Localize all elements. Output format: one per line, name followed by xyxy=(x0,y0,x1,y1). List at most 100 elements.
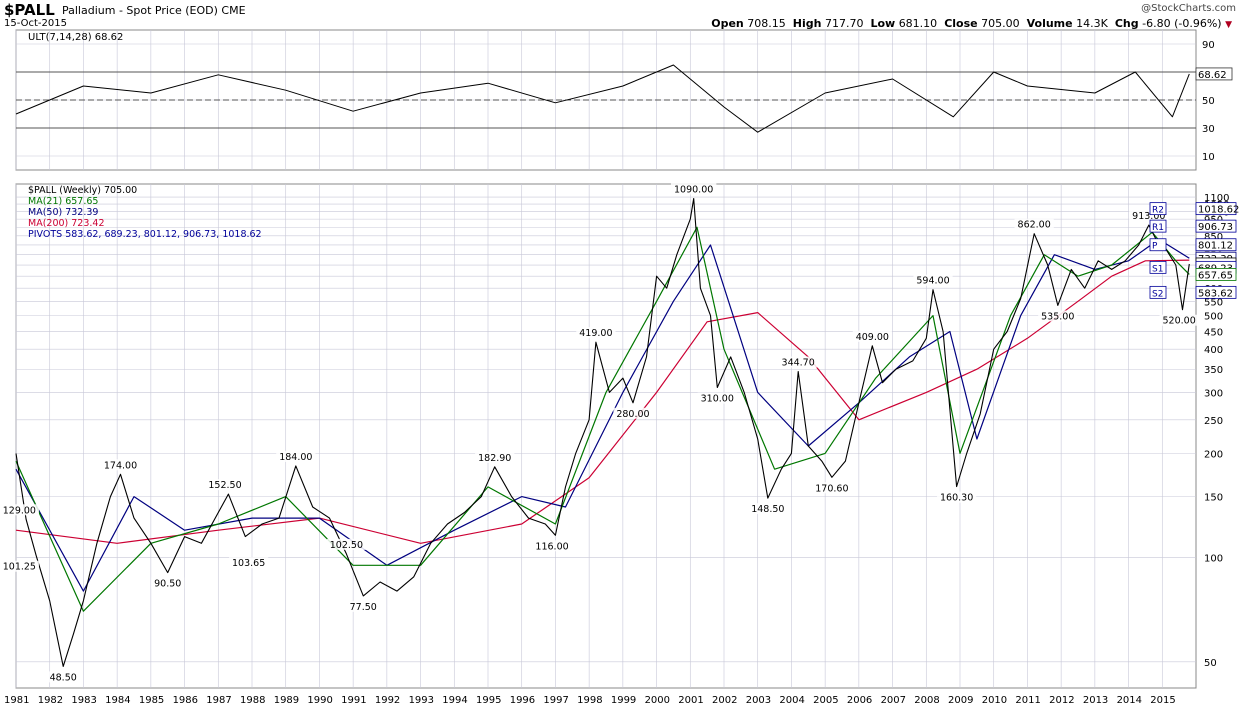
annotation-bg xyxy=(1159,314,1199,326)
pivot-label: S2 xyxy=(1152,289,1163,299)
open-label: Open xyxy=(711,17,744,30)
pivot-box xyxy=(1149,202,1167,216)
x-tick-label: 1985 xyxy=(139,695,164,706)
annotation-label: 1090.00 xyxy=(674,184,713,195)
right-value-box xyxy=(1195,285,1237,299)
chart-subtitle: Palladium - Spot Price (EOD) CME xyxy=(62,4,246,17)
annotation-bg xyxy=(205,479,245,491)
pivot-box xyxy=(1149,238,1167,252)
x-tick-label: 1982 xyxy=(38,695,63,706)
x-tick-label: 2012 xyxy=(1049,695,1074,706)
pivot-box xyxy=(1149,260,1167,274)
close-value: 705.00 xyxy=(981,17,1020,30)
pivot-box xyxy=(1149,285,1167,299)
annotation-bg xyxy=(670,183,717,195)
x-tick-label: 1996 xyxy=(510,695,535,706)
annotation-label: 862.00 xyxy=(1018,220,1051,231)
ult-tick-label: 50 xyxy=(1202,96,1215,107)
open-value: 708.15 xyxy=(747,17,786,30)
ult-value-label: 68.62 xyxy=(1198,70,1227,81)
y-tick-label: 300 xyxy=(1204,388,1223,399)
legend-entry: MA(21) 657.65 xyxy=(28,196,98,207)
annotation-bg xyxy=(46,671,80,683)
annotation-bg xyxy=(0,504,39,516)
annotation-label: 103.65 xyxy=(232,558,265,569)
annotation-label: 310.00 xyxy=(701,393,734,404)
annotation-bg xyxy=(475,451,515,463)
x-tick-label: 1983 xyxy=(71,695,96,706)
annotation-label: 913.00 xyxy=(1132,211,1165,222)
annotation-bg xyxy=(852,330,892,342)
annotation-bg xyxy=(276,450,316,462)
y-tick-label: 250 xyxy=(1204,416,1223,427)
x-tick-label: 2004 xyxy=(779,695,804,706)
annotation-label: 419.00 xyxy=(579,328,612,339)
ult-value-box xyxy=(1195,67,1233,81)
x-tick-label: 1992 xyxy=(375,695,400,706)
x-tick-label: 1999 xyxy=(611,695,636,706)
ult-title: ULT(7,14,28) 68.62 xyxy=(28,32,123,43)
legend-entry: PIVOTS 583.62, 689.23, 801.12, 906.73, 1… xyxy=(28,229,262,240)
annotation-bg xyxy=(778,356,818,368)
y-tick-label: 400 xyxy=(1204,345,1223,356)
ult-tick-label: 30 xyxy=(1202,124,1215,135)
annotation-label: 520.00 xyxy=(1163,316,1196,327)
y-tick-label: 500 xyxy=(1204,312,1223,323)
right-value-label: 583.62 xyxy=(1198,288,1233,299)
annotation-bg xyxy=(151,577,185,589)
ult-line xyxy=(15,64,1190,133)
annotation-label: 535.00 xyxy=(1041,311,1074,322)
right-value-box xyxy=(1195,268,1237,281)
legend-entry: MA(200) 723.42 xyxy=(28,218,105,229)
x-tick-label: 1990 xyxy=(307,695,332,706)
annotation-label: 170.60 xyxy=(815,483,848,494)
y-tick-label: 200 xyxy=(1204,449,1223,460)
ma50-line xyxy=(15,238,1190,592)
pivot-label: S1 xyxy=(1152,264,1163,274)
annotation-label: 48.50 xyxy=(50,672,77,683)
pivot-label: R2 xyxy=(1152,206,1164,216)
x-tick-label: 2014 xyxy=(1117,695,1142,706)
annotation-bg xyxy=(812,482,852,494)
ult-tick-label: 90 xyxy=(1202,40,1215,51)
legend-entry: $PALL (Weekly) 705.00 xyxy=(28,185,137,196)
x-tick-label: 1995 xyxy=(476,695,501,706)
low-value: 681.10 xyxy=(898,17,938,30)
price-line xyxy=(15,197,1190,667)
annotation-bg xyxy=(748,503,788,515)
x-tick-label: 2007 xyxy=(881,695,906,706)
right-value-box xyxy=(1195,238,1237,252)
high-value: 717.70 xyxy=(824,17,864,30)
chg-label: Chg xyxy=(1114,17,1139,30)
legend-entry: MA(50) 732.39 xyxy=(28,207,98,218)
right-value-label: 1018.62 xyxy=(1198,205,1239,216)
annotation-label: 148.50 xyxy=(751,504,784,515)
annotation-label: 116.00 xyxy=(535,541,568,552)
annotation-label: 152.50 xyxy=(208,480,241,491)
y-tick-label: 450 xyxy=(1204,327,1223,338)
y-tick-label: 350 xyxy=(1204,365,1223,376)
ult-tick-label: 10 xyxy=(1202,152,1215,163)
chart-date: 15-Oct-2015 xyxy=(4,18,67,29)
right-value-box xyxy=(1195,202,1237,216)
right-value-label: 657.65 xyxy=(1198,270,1233,281)
x-tick-label: 2000 xyxy=(645,695,670,706)
annotation-bg xyxy=(229,557,269,569)
y-tick-label: 150 xyxy=(1204,493,1223,504)
y-tick-label: 850 xyxy=(1204,232,1223,243)
x-tick-label: 1986 xyxy=(173,695,198,706)
annotation-bg xyxy=(346,600,380,612)
ohlc-readout: Open 708.15 High 717.70 Low 681.10 Close… xyxy=(711,17,1232,30)
x-tick-label: 1984 xyxy=(105,695,130,706)
x-tick-label: 2002 xyxy=(712,695,737,706)
volume-value: 14.3K xyxy=(1076,17,1108,30)
x-tick-label: 2013 xyxy=(1083,695,1108,706)
annotation-label: 184.00 xyxy=(279,452,312,463)
annotation-label: 77.50 xyxy=(350,602,377,613)
x-tick-label: 1987 xyxy=(206,695,231,706)
annotation-label: 129.00 xyxy=(3,505,36,516)
annotation-bg xyxy=(326,538,366,550)
high-label: High xyxy=(792,17,822,30)
